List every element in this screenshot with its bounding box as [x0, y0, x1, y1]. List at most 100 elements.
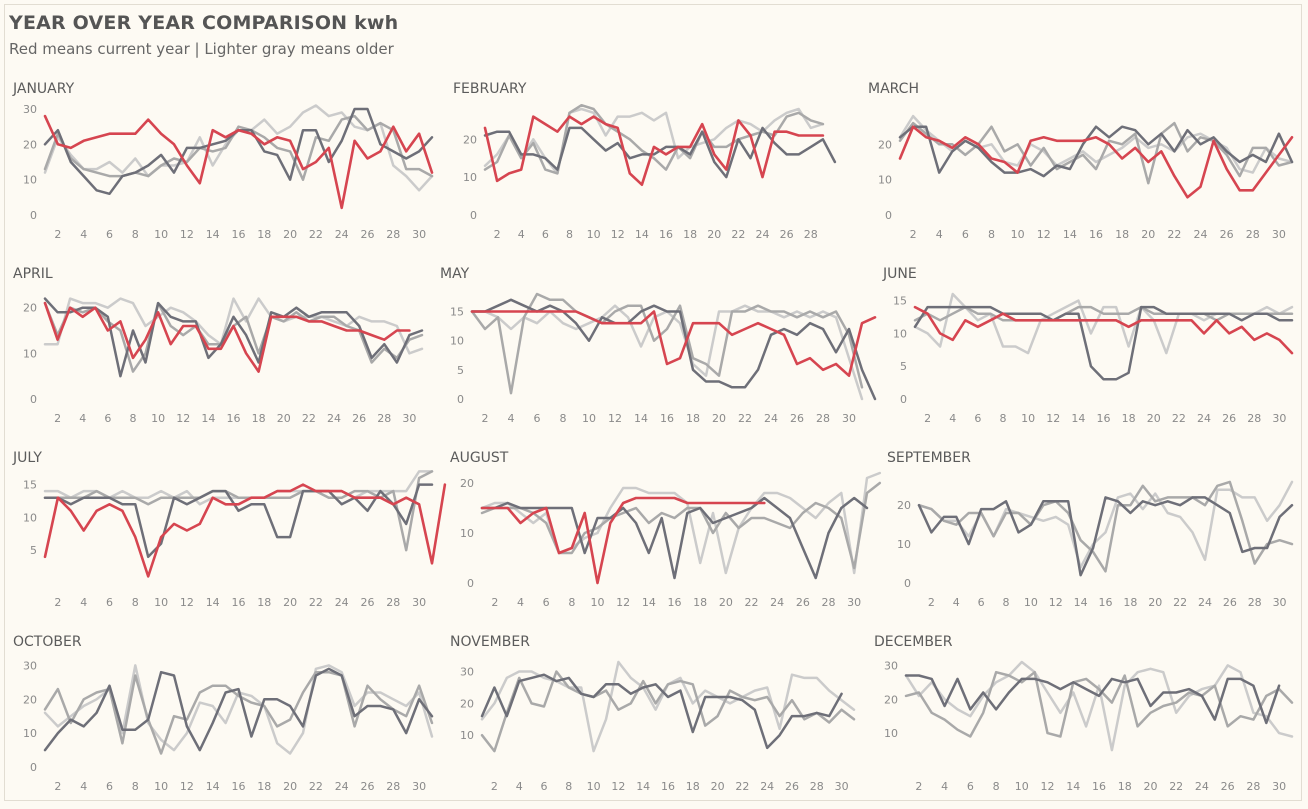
series-line-red	[480, 496, 766, 585]
x-tick-label: 20	[1141, 228, 1155, 241]
x-tick-label: 20	[283, 596, 297, 609]
x-tick-label: 22	[309, 228, 323, 241]
y-tick-label: 5	[900, 360, 907, 373]
x-tick-label: 30	[412, 228, 426, 241]
series-line-light	[483, 107, 825, 175]
x-tick-label: 12	[176, 412, 190, 425]
series-line-mid	[480, 670, 856, 753]
y-tick-label: 20	[460, 697, 474, 710]
x-tick-label: 16	[1092, 780, 1106, 793]
x-tick-label: 6	[962, 228, 969, 241]
x-tick-label: 16	[660, 412, 674, 425]
x-tick-label: 20	[707, 228, 721, 241]
x-tick-label: 6	[541, 780, 548, 793]
x-tick-label: 12	[1041, 780, 1055, 793]
x-tick-label: 4	[80, 596, 87, 609]
x-tick-label: 16	[232, 596, 246, 609]
x-tick-label: 6	[534, 412, 541, 425]
x-tick-label: 6	[967, 780, 974, 793]
x-tick-label: 2	[928, 596, 935, 609]
chart-title: NOVEMBER	[450, 634, 530, 650]
series-line-red	[898, 125, 1294, 199]
series-line-dark	[917, 496, 1294, 577]
x-tick-label: 18	[1118, 780, 1132, 793]
x-tick-label: 2	[491, 596, 498, 609]
x-tick-label: 2	[54, 228, 61, 241]
series-line-dark	[913, 305, 1294, 381]
x-tick-label: 14	[206, 228, 220, 241]
x-tick-label: 12	[611, 228, 625, 241]
y-tick-label: 30	[460, 666, 474, 679]
series-line-mid	[904, 670, 1294, 738]
x-tick-label: 4	[508, 412, 515, 425]
x-tick-label: 18	[257, 780, 271, 793]
x-tick-label: 26	[352, 412, 366, 425]
x-tick-label: 12	[1049, 596, 1063, 609]
x-tick-label: 10	[587, 228, 601, 241]
x-tick-label: 4	[953, 596, 960, 609]
series-line-red	[43, 301, 411, 373]
x-tick-label: 14	[1063, 228, 1077, 241]
x-tick-label: 20	[283, 780, 297, 793]
x-tick-label: 20	[1148, 596, 1162, 609]
x-tick-label: 4	[516, 780, 523, 793]
x-tick-label: 6	[106, 228, 113, 241]
x-tick-label: 30	[835, 780, 849, 793]
x-tick-label: 20	[1143, 780, 1157, 793]
x-tick-label: 8	[1003, 596, 1010, 609]
y-tick-label: 0	[457, 393, 464, 406]
x-tick-label: 30	[1272, 228, 1286, 241]
series-line-dark	[480, 673, 843, 750]
x-tick-label: 14	[1071, 412, 1085, 425]
x-tick-label: 16	[1099, 596, 1113, 609]
x-tick-label: 28	[386, 596, 400, 609]
x-tick-label: 10	[154, 596, 168, 609]
x-tick-label: 14	[1066, 780, 1080, 793]
y-tick-label: 10	[23, 511, 37, 524]
series-line-red	[483, 115, 825, 186]
series-line-mid	[480, 481, 882, 570]
x-tick-label: 26	[1221, 780, 1235, 793]
x-tick-label: 28	[1247, 412, 1261, 425]
x-tick-label: 18	[683, 228, 697, 241]
y-tick-label: 20	[23, 693, 37, 706]
x-tick-label: 28	[804, 228, 818, 241]
x-tick-label: 6	[543, 596, 550, 609]
x-tick-label: 28	[386, 780, 400, 793]
x-tick-label: 14	[634, 412, 648, 425]
x-tick-label: 18	[1123, 596, 1137, 609]
y-tick-label: 10	[23, 727, 37, 740]
x-tick-label: 4	[80, 780, 87, 793]
y-tick-label: 15	[450, 306, 464, 319]
series-line-dark	[43, 667, 434, 752]
x-tick-label: 20	[711, 780, 725, 793]
x-tick-label: 6	[978, 596, 985, 609]
x-tick-label: 16	[659, 228, 673, 241]
x-tick-label: 8	[132, 228, 139, 241]
y-tick-label: 10	[884, 727, 898, 740]
x-tick-label: 2	[915, 780, 922, 793]
x-tick-label: 10	[1015, 780, 1029, 793]
y-tick-label: 10	[463, 171, 477, 184]
y-tick-label: 20	[23, 302, 37, 315]
series-line-mid	[43, 114, 434, 181]
y-tick-label: 10	[460, 527, 474, 540]
x-tick-label: 10	[154, 228, 168, 241]
x-tick-label: 22	[1169, 780, 1183, 793]
x-tick-label: 28	[1246, 780, 1260, 793]
x-tick-label: 24	[327, 412, 341, 425]
x-tick-label: 22	[309, 596, 323, 609]
x-tick-label: 4	[936, 228, 943, 241]
series-line-dark	[43, 483, 434, 559]
chart-title: JULY	[12, 450, 42, 466]
x-tick-label: 14	[201, 412, 215, 425]
x-tick-label: 26	[361, 228, 375, 241]
x-tick-label: 2	[491, 780, 498, 793]
chart-title: DECEMBER	[874, 634, 953, 650]
x-tick-label: 16	[661, 780, 675, 793]
x-tick-label: 10	[591, 596, 605, 609]
x-tick-label: 18	[686, 780, 700, 793]
